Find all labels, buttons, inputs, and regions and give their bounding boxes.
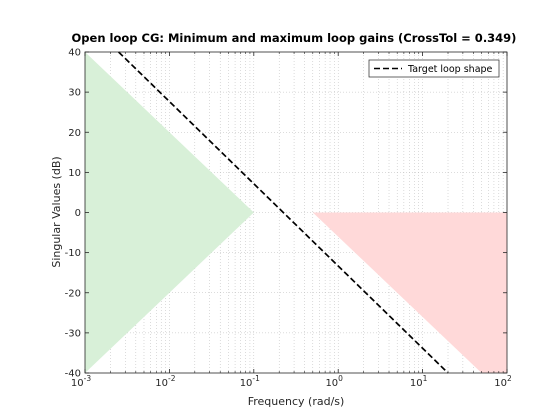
max-loop-gain-region: [312, 212, 507, 373]
y-tick-label: 40: [68, 48, 81, 59]
x-tick-label: 101: [410, 374, 428, 389]
legend-label-target-loop-shape: Target loop shape: [407, 64, 493, 75]
x-axis-label: Frequency (rad/s): [248, 395, 345, 408]
y-tick-label: 20: [68, 128, 81, 139]
x-tick-label: 10-1: [240, 374, 260, 389]
legend-box: [368, 59, 500, 78]
series: [117, 51, 449, 374]
x-tick-label: 100: [325, 374, 343, 389]
y-tick-label: 0: [75, 208, 81, 219]
x-tick-label: 10-2: [155, 374, 175, 389]
series-target-loop-shape: [117, 51, 449, 374]
y-axis-label: Singular Values (dB): [50, 156, 63, 267]
ticks: 10-3 10-2 10-1 100 101 102403020100-10-20-30-…: [65, 48, 512, 390]
x-tick-label: 102: [494, 374, 512, 389]
legend: Target loop shape: [368, 59, 500, 78]
y-tick-label: -40: [65, 369, 81, 380]
y-tick-label: 30: [68, 88, 81, 99]
x-tick-label: 10-3: [71, 374, 91, 389]
plot-area: 10-3 10-2 10-1 100 101 102403020100-10-20-30-…: [65, 48, 512, 390]
chart-title: Open loop CG: Minimum and maximum loop g…: [72, 31, 517, 45]
min-loop-gain-region: [85, 52, 254, 373]
y-tick-label: 10: [68, 168, 81, 179]
shaded-regions: [85, 52, 507, 373]
y-tick-label: -10: [65, 248, 81, 259]
y-tick-label: -30: [65, 328, 81, 339]
y-tick-label: -20: [65, 288, 81, 299]
